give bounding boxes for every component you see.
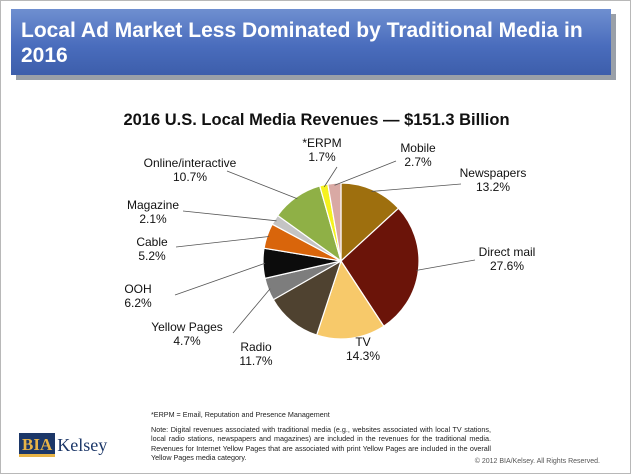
pie-slices bbox=[262, 182, 420, 340]
leader-line bbox=[175, 236, 270, 248]
slice-label: Radio 11.7% bbox=[239, 340, 272, 368]
slice-label-name: Direct mail bbox=[479, 245, 536, 259]
pie-slice-direct-mail bbox=[340, 207, 420, 328]
slice-label-name: *ERPM bbox=[302, 136, 341, 150]
slice-label-value: 11.7% bbox=[239, 354, 272, 368]
slice-label-value: 13.2% bbox=[476, 180, 510, 194]
slice-label-name: Yellow Pages bbox=[151, 320, 223, 334]
slice-label: Direct mail 27.6% bbox=[479, 245, 536, 273]
leader-line bbox=[416, 259, 476, 271]
leader-line bbox=[334, 160, 397, 186]
slice-label-value: 14.3% bbox=[346, 349, 380, 363]
slice-label: Cable 5.2% bbox=[136, 235, 168, 263]
leader-lines bbox=[174, 160, 476, 334]
leader-line bbox=[182, 210, 277, 222]
leader-line bbox=[226, 170, 298, 200]
slice-label-name: Online/interactive bbox=[144, 156, 237, 170]
slice-label-name: OOH bbox=[124, 282, 151, 296]
chart-title: 2016 U.S. Local Media Revenues — $151.3 … bbox=[123, 111, 510, 129]
pie-slice-tv bbox=[315, 259, 385, 340]
slice-label-value: 10.7% bbox=[173, 170, 207, 184]
slice-label-value: 1.7% bbox=[308, 150, 336, 164]
slice-label-name: Newspapers bbox=[460, 166, 527, 180]
slice-labels: Newspapers 13.2% Direct mail 27.6% TV 14.3% Ra… bbox=[124, 136, 535, 368]
slice-label-name: Mobile bbox=[400, 141, 436, 155]
slice-label-value: 2.7% bbox=[404, 155, 432, 169]
slice-label: OOH 6.2% bbox=[124, 282, 152, 310]
slice-label: Newspapers 13.2% bbox=[460, 166, 527, 194]
slice-label-value: 27.6% bbox=[490, 259, 524, 273]
slice-label: *ERPM 1.7% bbox=[302, 136, 341, 164]
pie-slice-newspapers bbox=[340, 182, 400, 263]
title-bar: Local Ad Market Less Dominated by Tradit… bbox=[11, 9, 611, 75]
slide-title: Local Ad Market Less Dominated by Tradit… bbox=[21, 19, 583, 67]
slice-label: Yellow Pages 4.7% bbox=[151, 320, 223, 348]
slice-label-value: 5.2% bbox=[138, 249, 166, 263]
leader-line bbox=[174, 262, 266, 296]
leader-line bbox=[232, 288, 271, 334]
slice-label-value: 2.1% bbox=[139, 212, 167, 226]
slice-label: Magazine 2.1% bbox=[127, 198, 179, 226]
bia-kelsey-logo: BIA Kelsey bbox=[19, 433, 107, 457]
logo-mark: BIA bbox=[19, 433, 56, 457]
slice-label: Online/interactive 10.7% bbox=[144, 156, 237, 184]
footnote-note: Note: Digital revenues associated with t… bbox=[151, 425, 491, 463]
slice-label: TV 14.3% bbox=[346, 335, 380, 363]
leader-line bbox=[323, 166, 338, 188]
slice-label-name: Cable bbox=[136, 235, 168, 249]
copyright: © 2012 BIA/Kelsey. All Rights Reserved. bbox=[474, 458, 600, 465]
slice-label: Mobile 2.7% bbox=[400, 141, 436, 169]
slice-label-name: TV bbox=[355, 335, 370, 349]
slice-label-name: Magazine bbox=[127, 198, 179, 212]
slice-label-value: 4.7% bbox=[173, 334, 201, 348]
slice-label-value: 6.2% bbox=[124, 296, 152, 310]
slice-label-name: Radio bbox=[240, 340, 272, 354]
logo-word: Kelsey bbox=[57, 435, 108, 455]
leader-line bbox=[371, 183, 462, 192]
footnote-erpm: *ERPM = Email, Reputation and Presence M… bbox=[151, 410, 330, 419]
